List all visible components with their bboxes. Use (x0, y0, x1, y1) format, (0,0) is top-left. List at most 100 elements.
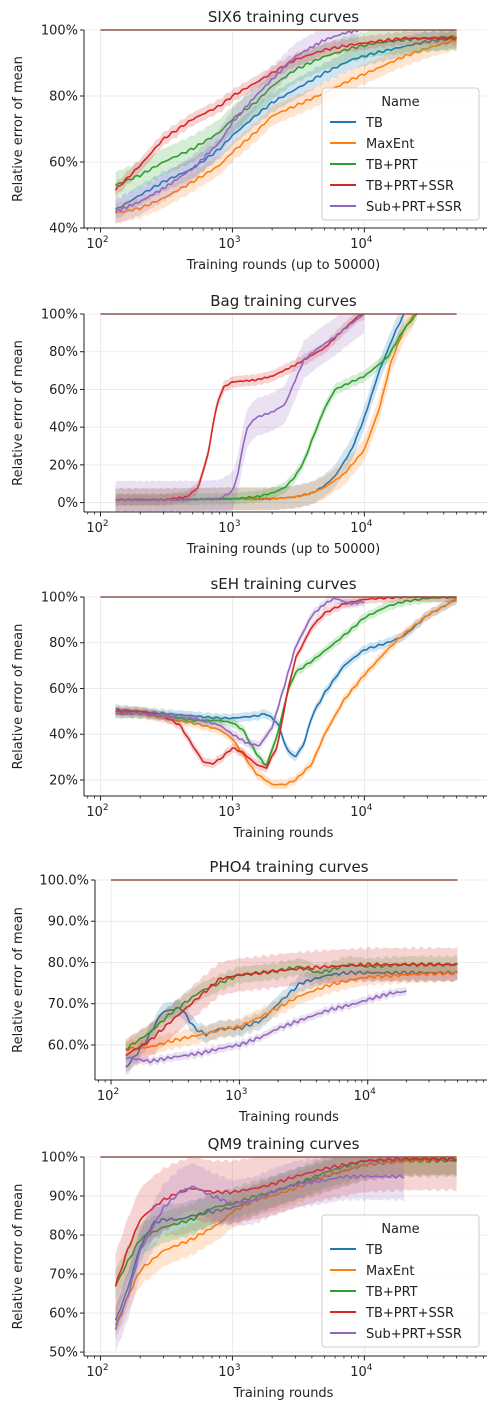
x-axis-label: Training rounds (up to 50000) (186, 542, 380, 557)
y-tick-label: 100% (41, 1151, 78, 1166)
series-band-tb-prt-ssr (125, 946, 458, 1073)
series-line-sub-prt-ssr (114, 1174, 405, 1330)
series-band-tb-prt (115, 30, 457, 199)
x-tick-label: 103 (218, 803, 240, 820)
y-axis-label: Relative error of mean (11, 1184, 26, 1330)
series-line-maxent (114, 1157, 458, 1326)
y-tick-label: 70.0% (48, 997, 89, 1012)
legend-title: Name (381, 1222, 419, 1237)
legend-title: Name (381, 95, 419, 110)
legend-entry: Sub+PRT+SSR (366, 200, 462, 215)
legend-entry: TB (365, 1243, 383, 1258)
x-tick-label: 104 (354, 1087, 377, 1104)
x-tick-label: 102 (86, 235, 108, 252)
y-tick-label: 80.0% (48, 956, 89, 971)
y-tick-label: 90.0% (48, 915, 89, 930)
series-band-maxent (115, 314, 415, 512)
y-tick-label: 80% (49, 1229, 78, 1244)
legend-entry: MaxEnt (366, 1264, 414, 1279)
series-line-sub-prt-ssr (115, 597, 365, 747)
y-axis-label: Relative error of mean (11, 56, 26, 202)
legend-entry: TB+PRT+SSR (365, 179, 454, 194)
y-tick-label: 60% (49, 383, 78, 398)
series-line-tb (115, 37, 457, 210)
y-tick-label: 20% (49, 773, 78, 788)
chart-panel-2: 0% 20% 40% 60% 80% 100% 102 103 104 Bag training … (11, 292, 487, 557)
legend-entry: TB (365, 116, 383, 131)
series-band-tb-prt (115, 1157, 457, 1302)
x-axis-label: Training rounds (238, 1110, 339, 1125)
y-tick-label: 40% (49, 421, 78, 436)
x-tick-label: 104 (350, 519, 373, 536)
series-band-maxent (115, 597, 457, 790)
series-band-tb (115, 314, 405, 512)
series-line-maxent (125, 970, 458, 1052)
x-tick-label: 103 (225, 1087, 247, 1104)
x-axis-label: Training rounds (up to 50000) (186, 258, 380, 273)
y-tick-label: 60% (49, 1307, 78, 1322)
chart-title: QM9 training curves (208, 1135, 360, 1153)
legend-box (321, 1214, 480, 1348)
legend: Name TB MaxEnt TB+PRT TB+PRT+SSR Sub+PRT+SSR (321, 87, 480, 221)
series-line-sub-prt-ssr (115, 313, 365, 502)
series-band-maxent (115, 1157, 457, 1341)
chart-title: PHO4 training curves (209, 858, 368, 876)
chart-panel-5: 50% 60% 70% 80% 90% 100% 102 103 104 QM9 training… (11, 1135, 487, 1401)
legend-entry: TB+PRT+SSR (365, 1306, 454, 1321)
y-tick-label: 60% (49, 682, 78, 697)
y-tick-label: 90% (49, 1190, 78, 1205)
series-band-maxent (125, 963, 458, 1059)
series-line-tb-prt-ssr (114, 1156, 457, 1287)
series-band-tb (115, 1157, 457, 1336)
series-band-sub-prt-ssr (125, 986, 407, 1067)
x-tick-label: 104 (350, 803, 373, 820)
y-tick-label: 100% (41, 24, 78, 39)
series-line-sub-prt-ssr (125, 990, 407, 1064)
x-tick-label: 103 (218, 1363, 240, 1380)
y-axis-label: Relative error of mean (11, 624, 26, 770)
x-tick-label: 102 (86, 1363, 108, 1380)
x-axis-label: Training rounds (233, 1386, 334, 1401)
x-tick-label: 104 (350, 235, 373, 252)
y-tick-label: 40% (49, 222, 78, 237)
y-tick-label: 100% (41, 591, 78, 606)
series-line-tb-prt-ssr (125, 962, 458, 1057)
y-tick-label: 70% (49, 1268, 78, 1283)
series-line-sub-prt-ssr (114, 29, 359, 213)
legend-entry: TB+PRT (365, 1285, 418, 1300)
legend: Name TB MaxEnt TB+PRT TB+PRT+SSR Sub+PRT+SSR (321, 1214, 480, 1348)
chart-title: sEH training curves (210, 575, 356, 593)
series-band-sub-prt-ssr (115, 30, 359, 226)
x-tick-label: 102 (97, 1087, 119, 1104)
legend-box (321, 87, 480, 221)
series-band-maxent (115, 30, 457, 224)
x-tick-label: 103 (218, 235, 240, 252)
y-tick-label: 40% (49, 728, 78, 743)
chart-panel-3: 20% 40% 60% 80% 100% 102 103 104 sEH training cu… (11, 575, 487, 841)
y-axis-label: Relative error of mean (11, 907, 26, 1053)
y-tick-label: 50% (49, 1346, 78, 1361)
chart-panel-1: 40% 60% 80% 100% 102 103 104 SIX6 training curv… (11, 8, 487, 273)
y-tick-label: 100% (41, 308, 78, 323)
x-tick-label: 102 (86, 519, 108, 536)
y-tick-label: 100.0% (39, 874, 89, 889)
series-band-sub-prt-ssr (115, 1157, 405, 1353)
series-band-tb-prt-ssr (115, 30, 457, 198)
y-tick-label: 80% (49, 636, 78, 651)
x-axis-label: Training rounds (233, 826, 334, 841)
chart-title: Bag training curves (210, 292, 357, 310)
legend-entry: Sub+PRT+SSR (366, 1327, 462, 1342)
y-tick-label: 80% (49, 90, 78, 105)
legend-entry: TB+PRT (365, 158, 418, 173)
x-tick-label: 103 (218, 519, 240, 536)
y-tick-label: 80% (49, 345, 78, 360)
x-tick-label: 102 (86, 803, 108, 820)
series-line-tb-prt (115, 34, 457, 186)
chart-panel-4: 60.0% 70.0% 80.0% 90.0% 100.0% 102 103 104 PHO4 … (11, 858, 487, 1125)
legend-entry: MaxEnt (366, 137, 414, 152)
y-axis-label: Relative error of mean (11, 340, 26, 486)
y-tick-label: 0% (57, 496, 78, 511)
series-band-tb-prt-ssr (115, 1157, 457, 1318)
x-tick-label: 104 (350, 1363, 373, 1380)
